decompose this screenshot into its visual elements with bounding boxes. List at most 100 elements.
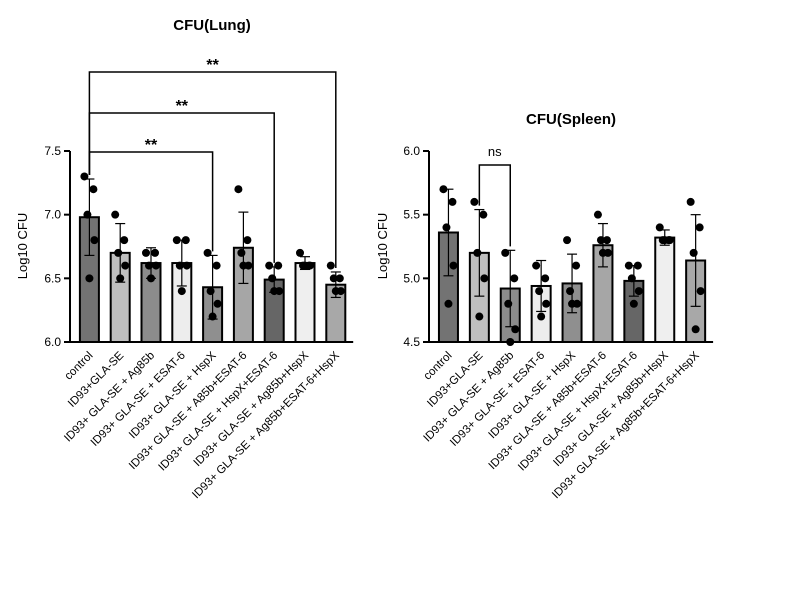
data-point	[243, 236, 252, 245]
data-point	[655, 223, 664, 232]
data-point	[511, 325, 520, 334]
data-point	[660, 236, 669, 245]
data-point	[90, 236, 99, 245]
y-axis-label: Log10 CFU	[375, 213, 390, 279]
data-point	[689, 248, 698, 257]
significance-bracket	[478, 164, 511, 247]
y-tick-label: 7.5	[44, 144, 61, 158]
data-point	[627, 274, 636, 283]
data-point	[85, 274, 94, 283]
data-point	[629, 299, 638, 308]
data-point	[593, 210, 602, 219]
data-point	[206, 287, 215, 296]
data-point	[448, 197, 457, 206]
data-point	[329, 274, 338, 283]
chart-title: CFU(Spleen)	[526, 111, 616, 128]
data-point	[177, 287, 186, 296]
data-point	[541, 274, 550, 283]
significance-label: **	[206, 57, 219, 74]
data-point	[152, 261, 160, 270]
data-point	[203, 248, 212, 257]
data-point	[270, 287, 279, 296]
y-tick-label: 5.5	[403, 208, 420, 222]
data-point	[696, 287, 705, 296]
data-point	[510, 274, 519, 283]
bar	[654, 236, 676, 343]
data-point	[80, 172, 89, 181]
data-point	[239, 261, 248, 270]
data-point	[572, 261, 581, 270]
data-point	[142, 248, 150, 257]
data-point	[265, 261, 274, 270]
data-point	[120, 236, 129, 245]
data-point	[633, 261, 642, 270]
data-point	[535, 287, 544, 296]
data-point	[506, 338, 515, 346]
x-tick-label: ID93+ GLA-SE + Ag85b+HspX	[192, 349, 312, 469]
chart-title: CFU(Lung)	[173, 17, 250, 34]
data-point	[449, 261, 458, 270]
data-point	[89, 185, 98, 194]
data-point	[501, 248, 510, 257]
data-point	[566, 287, 575, 296]
y-tick-label: 6.0	[403, 144, 420, 158]
data-point	[602, 236, 611, 245]
data-point	[444, 299, 453, 308]
data-point	[504, 299, 513, 308]
data-point	[695, 223, 704, 232]
chart-panel-spleen: CFU(Spleen) Log10 CFU 4.55.05.56.0contro…	[375, 111, 714, 501]
data-point	[475, 312, 484, 321]
data-point	[181, 236, 190, 245]
y-tick-label: 7.0	[44, 208, 61, 222]
data-point	[234, 185, 243, 194]
significance-bracket	[88, 151, 214, 252]
significance-label: ns	[488, 144, 502, 159]
data-point	[121, 261, 130, 270]
data-point	[542, 299, 551, 308]
data-point	[691, 325, 700, 334]
data-point	[470, 197, 479, 206]
data-point	[296, 248, 304, 257]
data-point	[537, 312, 546, 321]
significance-label: **	[145, 137, 158, 154]
data-point	[175, 261, 184, 270]
data-point	[480, 274, 489, 283]
data-point	[274, 261, 283, 270]
data-point	[442, 223, 451, 232]
data-point	[532, 261, 541, 270]
data-point	[563, 236, 572, 245]
data-point	[568, 299, 577, 308]
data-point	[151, 248, 159, 257]
significance-label: **	[176, 98, 189, 115]
y-axis-label: Log10 CFU	[15, 213, 30, 279]
significance-bracket	[88, 71, 337, 268]
data-point	[335, 274, 344, 283]
data-point	[83, 210, 92, 219]
data-point	[301, 261, 309, 270]
y-tick-label: 6.0	[44, 335, 61, 349]
data-point	[147, 274, 155, 283]
data-point	[331, 287, 340, 296]
y-tick-label: 4.5	[403, 335, 420, 349]
data-point	[439, 185, 448, 194]
data-point	[114, 248, 123, 257]
data-point	[479, 210, 488, 219]
data-point	[634, 287, 643, 296]
data-point	[596, 236, 605, 245]
y-tick-label: 5.0	[403, 271, 420, 285]
data-point	[213, 299, 222, 308]
data-point	[598, 248, 607, 257]
data-point	[145, 261, 153, 270]
data-point	[212, 261, 221, 270]
data-point	[182, 261, 191, 270]
x-tick-label: ID93+ GLA-SE + Ag85b+ESAT-6+HspX	[550, 349, 702, 501]
data-point	[326, 261, 335, 270]
data-point	[473, 248, 482, 257]
data-point	[268, 274, 277, 283]
x-tick-label: ID93+ GLA-SE + Ag85b+HspX	[551, 349, 671, 469]
data-point	[686, 197, 695, 206]
chart-panel-lung: CFU(Lung) Log10 CFU 6.06.57.07.5controlI…	[15, 17, 354, 501]
data-point	[237, 248, 246, 257]
bar	[294, 262, 316, 344]
